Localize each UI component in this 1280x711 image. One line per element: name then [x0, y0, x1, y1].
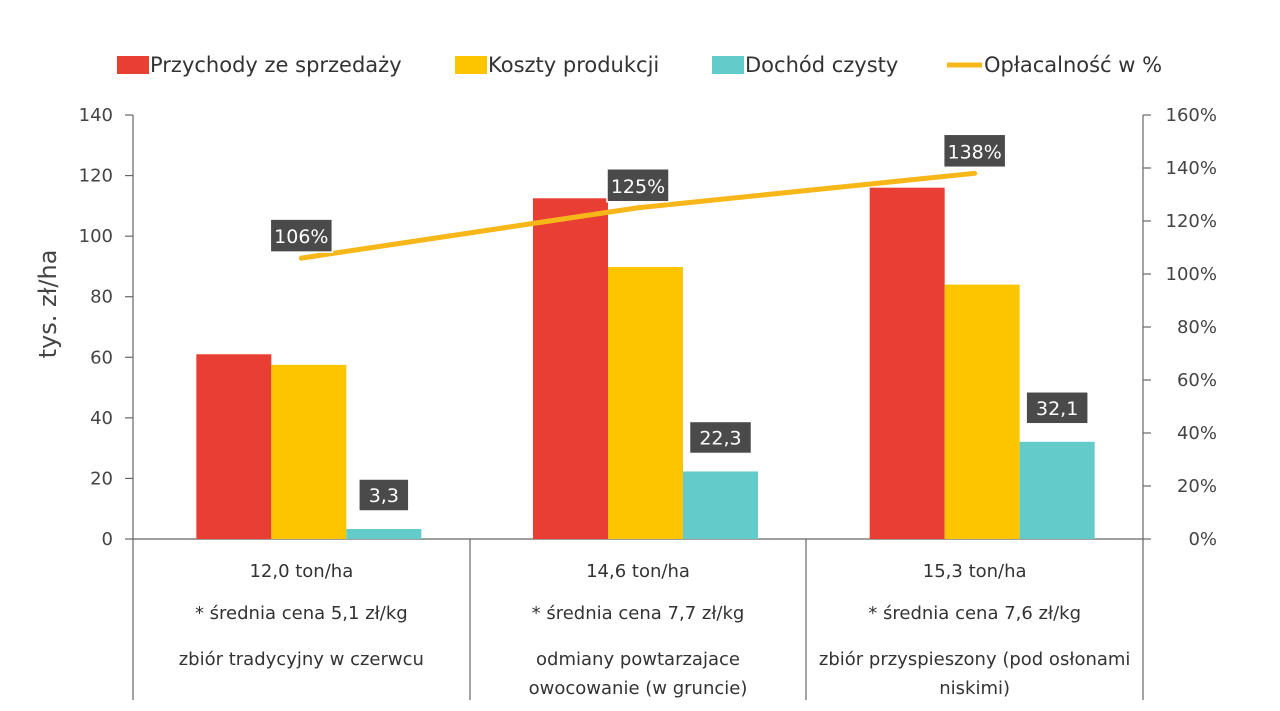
legend-swatch-revenue [117, 56, 149, 74]
category-label-line: odmiany powtarzajace [536, 649, 740, 670]
legend: Przychody ze sprzedaży Koszty produkcji … [117, 53, 1162, 77]
y-axis-label: tys. zł/ha [34, 250, 62, 359]
category-label-line: owocowanie (w gruncie) [529, 678, 748, 699]
bar-3-3 [1019, 441, 1095, 539]
data-labels: 3,3 22,3 32,1 106% 125% 138% [269, 133, 1089, 512]
left-axis-ticks: 0 20 40 60 80 100 120 140 [79, 105, 133, 550]
left-tick-label: 60 [90, 347, 113, 368]
data-label-box [358, 478, 410, 512]
right-tick-label: 140% [1166, 158, 1217, 179]
line-label-box [942, 133, 1007, 169]
left-tick-label: 80 [90, 287, 113, 308]
right-tick-label: 100% [1166, 264, 1217, 285]
legend-swatch-costs [455, 56, 487, 74]
bar-2-3 [944, 284, 1020, 539]
category-label-line: 15,3 ton/ha [923, 561, 1027, 582]
line-data-label: 106% [274, 226, 328, 248]
data-label-box [1025, 391, 1089, 425]
category-label-line: * średnia cena 7,7 zł/kg [532, 603, 745, 624]
bar-2-1 [271, 364, 347, 539]
line-label-box [269, 218, 334, 253]
bar-1-3 [869, 187, 945, 539]
left-tick-label: 140 [79, 105, 113, 126]
legend-swatch-net-income [712, 56, 744, 74]
legend-label-profitability: Opłacalność w % [984, 53, 1162, 77]
left-tick-label: 20 [90, 468, 113, 489]
profitability-line [298, 170, 978, 261]
right-axis-ticks: 0% 20% 40% 60% 80% 100% 120% 140% 160% [1143, 105, 1217, 550]
left-tick-label: 100 [79, 226, 113, 247]
bar-3-1 [346, 529, 422, 539]
category-label-line: 12,0 ton/ha [249, 561, 353, 582]
bar-2-2 [608, 267, 683, 539]
right-tick-label: 20% [1177, 476, 1217, 497]
data-label: 32,1 [1036, 398, 1078, 420]
left-tick-label: 120 [79, 166, 113, 187]
category-label-line: * średnia cena 5,1 zł/kg [195, 603, 408, 624]
legend-label-revenue: Przychody ze sprzedaży [150, 53, 402, 77]
data-label: 22,3 [699, 427, 741, 449]
category-label-line: zbiór tradycyjny w czerwcu [179, 649, 424, 670]
right-tick-label: 80% [1177, 317, 1217, 338]
left-tick-label: 0 [102, 529, 113, 550]
category-label-line: zbiór przyspieszony (pod osłonami [819, 649, 1131, 670]
legend-label-costs: Koszty produkcji [488, 53, 659, 77]
category-label-line: 14,6 ton/ha [586, 561, 690, 582]
line-data-label: 125% [611, 176, 665, 198]
bar-1-2 [533, 198, 608, 540]
bar-1-1 [196, 354, 272, 539]
category-labels: 12,0 ton/ha * średnia cena 5,1 zł/kg zbiór… [179, 561, 1131, 699]
left-tick-label: 40 [90, 408, 113, 429]
bars [196, 187, 1095, 540]
line-label-box [606, 168, 670, 203]
right-tick-label: 0% [1188, 529, 1217, 550]
legend-label-net-income: Dochód czysty [745, 53, 898, 77]
category-label-line: niskimi) [939, 678, 1010, 699]
right-tick-label: 160% [1166, 105, 1217, 126]
bar-3-2 [683, 471, 758, 539]
data-label-box [688, 420, 753, 455]
category-label-line: * średnia cena 7,6 zł/kg [868, 603, 1081, 624]
data-label: 3,3 [369, 485, 399, 507]
right-tick-label: 120% [1166, 211, 1217, 232]
right-tick-label: 40% [1177, 423, 1217, 444]
right-tick-label: 60% [1177, 370, 1217, 391]
line-data-label: 138% [948, 141, 1002, 163]
